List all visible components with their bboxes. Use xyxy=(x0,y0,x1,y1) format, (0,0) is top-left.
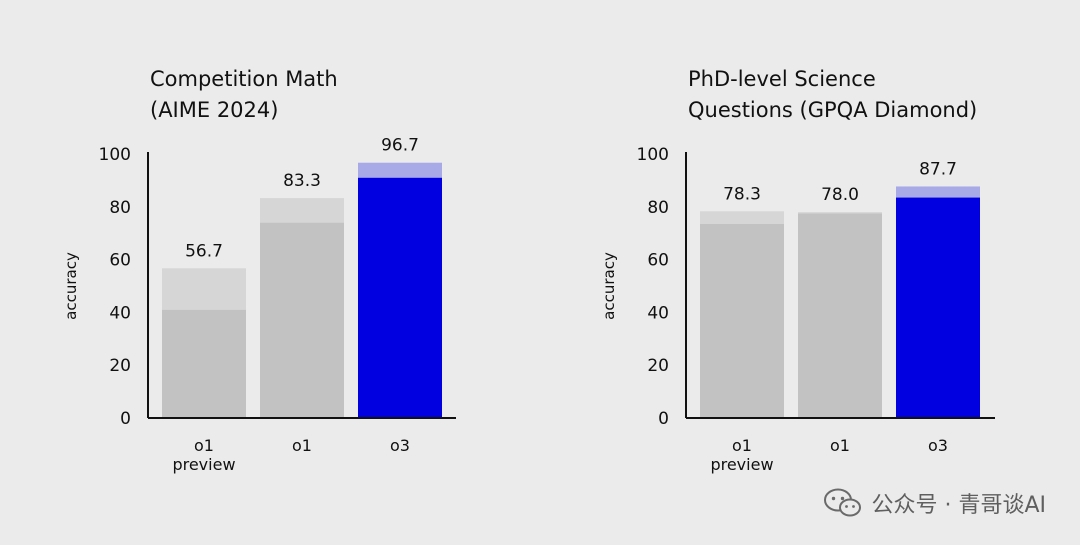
y-tick-label: 60 xyxy=(647,251,669,271)
x-tick-label: o1 xyxy=(830,436,850,455)
bar-base-segment xyxy=(700,223,784,418)
bar-top-segment xyxy=(700,211,784,224)
y-tick-label: 0 xyxy=(658,409,669,429)
x-tick-label: preview xyxy=(710,455,773,474)
y-tick-label: 20 xyxy=(647,356,669,376)
x-tick-label: o3 xyxy=(390,436,410,455)
bar-top-segment xyxy=(162,268,246,310)
bar-top-segment xyxy=(896,186,980,198)
bar-value-label: 87.7 xyxy=(919,159,957,179)
y-tick-label: 100 xyxy=(637,145,669,165)
y-tick-label: 80 xyxy=(647,198,669,218)
y-axis-label: accuracy xyxy=(600,252,618,320)
y-tick-label: 100 xyxy=(99,145,131,165)
chart-title-gpqa: PhD-level Science Questions (GPQA Diamon… xyxy=(688,64,977,126)
wechat-icon xyxy=(824,488,862,517)
chart-title-line: PhD-level Science xyxy=(688,67,876,91)
y-tick-label: 40 xyxy=(109,303,131,323)
chart-title-line: Questions (GPQA Diamond) xyxy=(688,98,978,122)
bar-base-segment xyxy=(358,177,442,418)
bar-value-label: 78.3 xyxy=(723,184,761,204)
bar-value-label: 78.0 xyxy=(821,185,859,205)
bar-top-segment xyxy=(798,212,882,214)
chart-title-line: (AIME 2024) xyxy=(150,98,279,122)
watermark: 公众号 · 青哥谈AI xyxy=(823,487,1046,519)
bar-top-segment xyxy=(358,162,442,178)
bar-base-segment xyxy=(798,213,882,418)
watermark-text: 公众号 · 青哥谈AI xyxy=(871,493,1046,518)
aime-bar-chart: accuracy02040608010056.7o1preview83.3o19… xyxy=(62,136,456,474)
bar-base-segment xyxy=(896,197,980,418)
x-tick-label: o1 xyxy=(194,436,214,455)
y-tick-label: 0 xyxy=(120,409,131,429)
x-tick-label: o3 xyxy=(928,436,948,455)
bar-base-segment xyxy=(162,309,246,418)
y-tick-label: 20 xyxy=(109,356,131,376)
bar-value-label: 96.7 xyxy=(381,136,419,156)
y-axis-label: accuracy xyxy=(62,252,80,320)
x-tick-label: o1 xyxy=(732,436,752,455)
bar-value-label: 83.3 xyxy=(283,171,321,191)
bar-value-label: 56.7 xyxy=(185,241,223,261)
bar-base-segment xyxy=(260,222,344,418)
x-tick-label: preview xyxy=(172,455,235,474)
y-tick-label: 80 xyxy=(109,198,131,218)
chart-title-aime: Competition Math (AIME 2024) xyxy=(150,64,338,126)
y-tick-label: 40 xyxy=(647,303,669,323)
chart-title-line: Competition Math xyxy=(150,67,338,91)
bar-top-segment xyxy=(260,198,344,223)
gpqa-bar-chart: accuracy02040608010078.3o1preview78.0o18… xyxy=(600,145,995,474)
y-tick-label: 60 xyxy=(109,251,131,271)
x-tick-label: o1 xyxy=(292,436,312,455)
